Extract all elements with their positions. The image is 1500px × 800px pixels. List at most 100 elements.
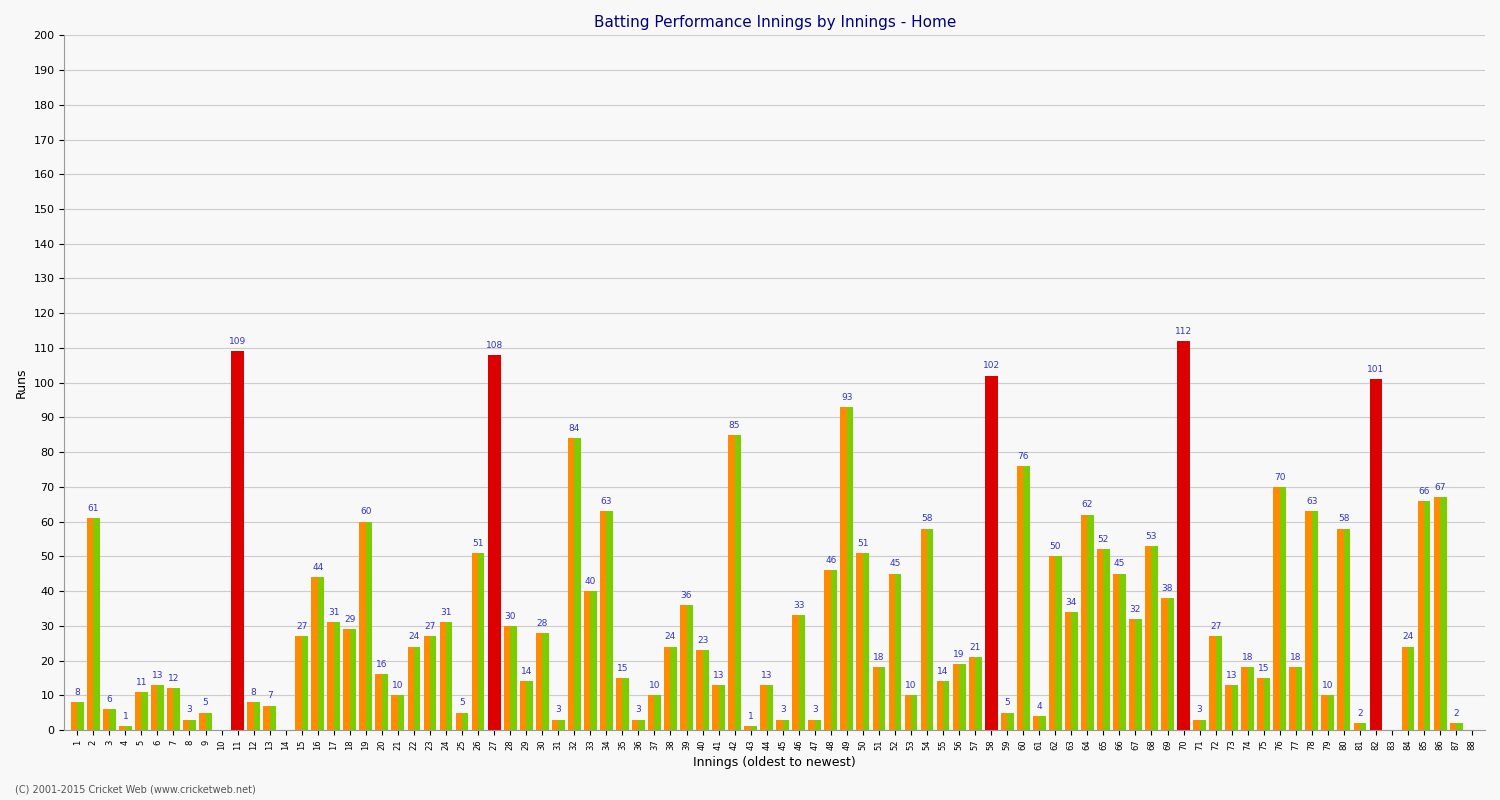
Text: 93: 93 bbox=[842, 393, 852, 402]
Bar bbox=[270, 706, 276, 730]
Bar bbox=[616, 678, 622, 730]
Bar bbox=[927, 529, 933, 730]
Bar bbox=[944, 682, 950, 730]
Bar bbox=[670, 646, 676, 730]
Text: 24: 24 bbox=[1402, 633, 1413, 642]
Text: 13: 13 bbox=[712, 670, 724, 680]
Bar bbox=[687, 605, 693, 730]
Bar bbox=[1152, 546, 1158, 730]
Bar bbox=[1209, 636, 1215, 730]
Bar bbox=[910, 695, 918, 730]
Bar bbox=[1449, 723, 1456, 730]
Bar bbox=[456, 713, 462, 730]
Text: 12: 12 bbox=[168, 674, 178, 683]
Bar bbox=[958, 664, 966, 730]
Bar bbox=[1328, 695, 1335, 730]
Bar bbox=[696, 650, 702, 730]
Bar bbox=[1065, 612, 1071, 730]
Text: 85: 85 bbox=[729, 421, 741, 430]
Bar bbox=[1296, 667, 1302, 730]
Text: 45: 45 bbox=[890, 559, 900, 569]
Text: 36: 36 bbox=[681, 590, 693, 600]
Bar bbox=[800, 615, 806, 730]
Text: 63: 63 bbox=[600, 497, 612, 506]
Bar bbox=[1408, 646, 1414, 730]
Bar bbox=[984, 376, 992, 730]
Bar bbox=[1000, 713, 1006, 730]
Text: 76: 76 bbox=[1017, 452, 1029, 461]
Text: 31: 31 bbox=[441, 608, 452, 617]
Bar bbox=[1048, 556, 1056, 730]
Bar bbox=[888, 574, 896, 730]
Bar bbox=[969, 657, 975, 730]
Bar bbox=[254, 702, 260, 730]
Bar bbox=[680, 605, 687, 730]
Bar bbox=[118, 726, 126, 730]
Bar bbox=[1370, 379, 1376, 730]
Text: 51: 51 bbox=[472, 538, 484, 548]
Text: 18: 18 bbox=[1242, 654, 1254, 662]
Bar bbox=[158, 685, 164, 730]
Bar bbox=[1200, 719, 1206, 730]
Bar bbox=[825, 570, 831, 730]
Text: 102: 102 bbox=[982, 362, 999, 370]
Bar bbox=[1360, 723, 1366, 730]
Bar bbox=[1167, 598, 1174, 730]
Bar bbox=[360, 522, 366, 730]
Text: 30: 30 bbox=[504, 611, 516, 621]
Text: (C) 2001-2015 Cricket Web (www.cricketweb.net): (C) 2001-2015 Cricket Web (www.cricketwe… bbox=[15, 784, 255, 794]
Text: 13: 13 bbox=[760, 670, 772, 680]
Bar bbox=[200, 713, 206, 730]
Bar bbox=[104, 709, 110, 730]
Text: 2: 2 bbox=[1454, 709, 1460, 718]
Bar bbox=[632, 719, 639, 730]
Bar bbox=[664, 646, 670, 730]
Text: 51: 51 bbox=[856, 538, 868, 548]
Bar bbox=[1144, 546, 1152, 730]
Bar bbox=[639, 719, 645, 730]
Bar bbox=[183, 719, 189, 730]
Text: 112: 112 bbox=[1174, 326, 1192, 336]
X-axis label: Innings (oldest to newest): Innings (oldest to newest) bbox=[693, 756, 856, 769]
Text: 4: 4 bbox=[1036, 702, 1042, 711]
Bar bbox=[296, 636, 302, 730]
Text: 33: 33 bbox=[794, 601, 804, 610]
Text: 101: 101 bbox=[1368, 365, 1384, 374]
Bar bbox=[766, 685, 772, 730]
Bar bbox=[760, 685, 766, 730]
Text: 3: 3 bbox=[780, 706, 786, 714]
Bar bbox=[654, 695, 662, 730]
Text: 11: 11 bbox=[135, 678, 147, 686]
Text: 23: 23 bbox=[698, 636, 708, 645]
Text: 50: 50 bbox=[1050, 542, 1060, 551]
Bar bbox=[166, 688, 174, 730]
Bar bbox=[584, 591, 591, 730]
Bar bbox=[777, 719, 783, 730]
Text: 10: 10 bbox=[648, 681, 660, 690]
Bar bbox=[440, 622, 446, 730]
Text: 14: 14 bbox=[938, 667, 948, 676]
Text: 15: 15 bbox=[1258, 664, 1269, 673]
Bar bbox=[334, 622, 340, 730]
Bar bbox=[1056, 556, 1062, 730]
Text: 45: 45 bbox=[1113, 559, 1125, 569]
Bar bbox=[76, 702, 84, 730]
Bar bbox=[327, 622, 334, 730]
Bar bbox=[1226, 685, 1232, 730]
Bar bbox=[648, 695, 654, 730]
Bar bbox=[478, 553, 484, 730]
Text: 31: 31 bbox=[328, 608, 339, 617]
Text: 16: 16 bbox=[376, 660, 387, 669]
Bar bbox=[712, 685, 718, 730]
Text: 27: 27 bbox=[424, 622, 435, 631]
Bar bbox=[375, 674, 382, 730]
Text: 28: 28 bbox=[537, 618, 548, 627]
Text: 27: 27 bbox=[296, 622, 307, 631]
Bar bbox=[231, 351, 237, 730]
Text: 1: 1 bbox=[123, 712, 128, 722]
Text: 6: 6 bbox=[106, 695, 112, 704]
Bar bbox=[952, 664, 958, 730]
Bar bbox=[896, 574, 902, 730]
Text: 1: 1 bbox=[748, 712, 753, 722]
Bar bbox=[1440, 498, 1446, 730]
